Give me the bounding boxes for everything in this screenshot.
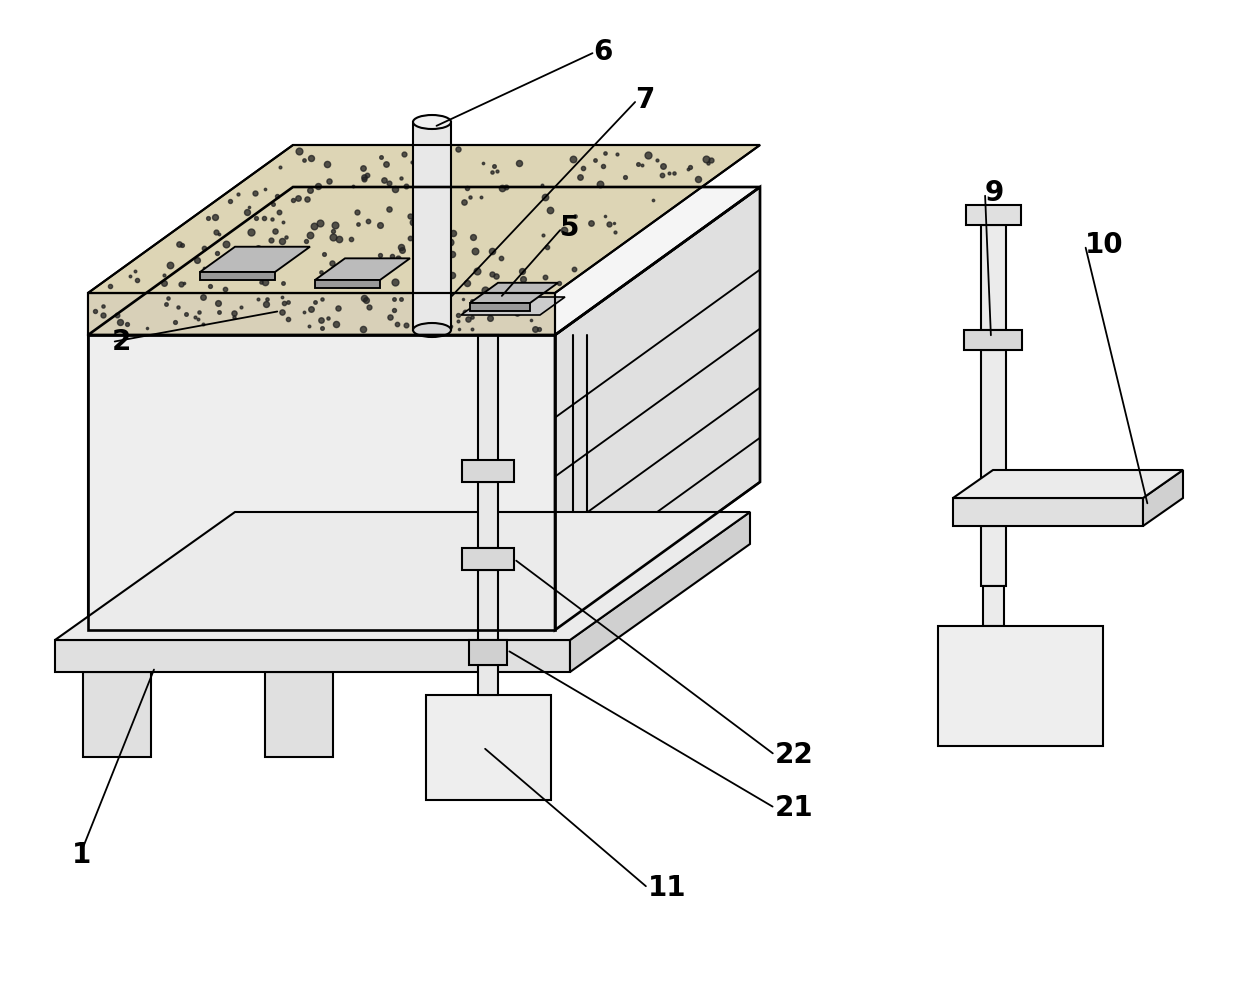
Polygon shape [477,570,498,640]
Polygon shape [477,335,498,482]
Polygon shape [966,205,1021,225]
Polygon shape [55,512,750,640]
Polygon shape [963,330,1022,350]
Text: 6: 6 [593,38,613,66]
Polygon shape [477,482,498,548]
Polygon shape [413,122,451,330]
Text: 5: 5 [560,214,579,242]
Text: 10: 10 [1085,231,1123,259]
Polygon shape [88,187,760,335]
Polygon shape [463,548,515,570]
Polygon shape [55,640,570,672]
Polygon shape [461,297,565,315]
Ellipse shape [413,115,451,129]
Polygon shape [983,586,1004,626]
Polygon shape [954,470,1183,498]
Polygon shape [470,303,529,311]
Polygon shape [469,640,507,665]
Polygon shape [315,280,379,288]
Polygon shape [88,335,556,630]
Polygon shape [427,695,551,800]
Ellipse shape [413,323,451,337]
Polygon shape [1143,470,1183,526]
Polygon shape [981,350,1006,510]
Text: 22: 22 [775,741,813,769]
Text: 1: 1 [72,841,92,869]
Text: 11: 11 [649,874,687,902]
Text: 2: 2 [112,328,131,356]
Polygon shape [981,225,1006,330]
Text: 7: 7 [635,86,655,114]
Polygon shape [470,283,558,303]
Polygon shape [88,145,760,293]
Text: 9: 9 [985,179,1004,207]
Text: 21: 21 [775,794,813,822]
Polygon shape [265,672,334,757]
Polygon shape [556,187,760,630]
Polygon shape [200,272,275,280]
Polygon shape [981,526,1006,586]
Polygon shape [570,512,750,672]
Polygon shape [937,626,1104,746]
Polygon shape [200,246,310,272]
Polygon shape [83,672,151,757]
Polygon shape [954,498,1143,526]
Polygon shape [88,293,556,335]
Polygon shape [315,258,410,280]
Polygon shape [463,460,515,482]
Polygon shape [477,665,498,695]
